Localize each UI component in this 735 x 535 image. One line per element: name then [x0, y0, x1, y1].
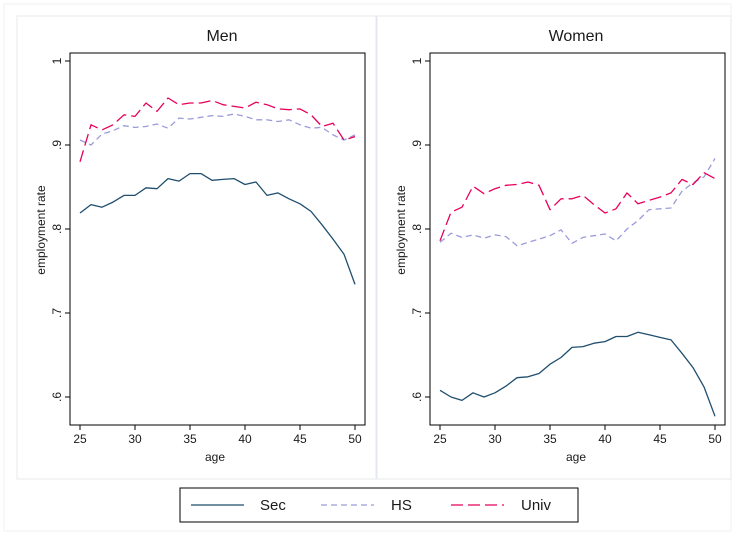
men-ytick-label: .9: [50, 140, 64, 150]
men-ytick-label: .6: [50, 392, 64, 402]
men-ytick-label: .7: [50, 308, 64, 318]
women-ytick-label: .9: [410, 140, 424, 150]
panel-women-ylabel: employment rate: [394, 185, 408, 275]
panel-men-title: Men: [206, 28, 237, 45]
women-series-sec-line: [439, 331, 716, 417]
men-series-sec-line: [79, 172, 356, 285]
men-ytick-label: 1: [50, 57, 64, 64]
legend-box: [179, 487, 579, 523]
men-xtick-label: 25: [73, 432, 87, 446]
legend: Sec HS Univ: [179, 487, 579, 523]
legend-label-hs: HS: [391, 497, 412, 514]
panel-women-title: Women: [549, 28, 604, 45]
men-xtick-label: 35: [183, 432, 197, 446]
panel-women-background: [376, 15, 732, 480]
panel-men-ylabel: employment rate: [34, 185, 48, 275]
women-series-univ-line: [439, 172, 716, 242]
panel-men-plot: .6 .7 .8 .9 1 25 30 35 40 45 50: [50, 52, 366, 446]
men-xtick-label: 45: [293, 432, 307, 446]
men-xtick-label: 50: [348, 432, 362, 446]
men-xtick-label: 30: [128, 432, 142, 446]
women-ytick-label: .7: [410, 308, 424, 318]
panel-men-xlabel: age: [205, 450, 225, 464]
men-series-hs-line: [79, 113, 356, 146]
women-xtick-label: 35: [543, 432, 557, 446]
women-xtick-label: 40: [598, 432, 612, 446]
legend-label-sec: Sec: [260, 497, 286, 514]
men-xtick-label: 40: [238, 432, 252, 446]
women-ytick-label: .6: [410, 392, 424, 402]
women-xtick-label: 30: [488, 432, 502, 446]
men-plot-frame: [69, 52, 366, 426]
women-plot-frame: [429, 52, 726, 426]
women-ytick-label: .8: [410, 224, 424, 234]
women-xtick-label: 50: [708, 432, 722, 446]
panel-women-xlabel: age: [566, 450, 586, 464]
legend-label-univ: Univ: [521, 497, 552, 514]
women-xtick-label: 25: [433, 432, 447, 446]
men-ytick-label: .8: [50, 224, 64, 234]
women-ytick-label: 1: [410, 57, 424, 64]
panel-women-plot: .6 .7 .8 .9 1 25 30 35 40 45 50: [410, 52, 726, 446]
panel-men-background: [16, 15, 377, 480]
men-series-univ-line: [79, 97, 356, 162]
women-series-hs-line: [439, 158, 716, 247]
women-xtick-label: 45: [653, 432, 667, 446]
